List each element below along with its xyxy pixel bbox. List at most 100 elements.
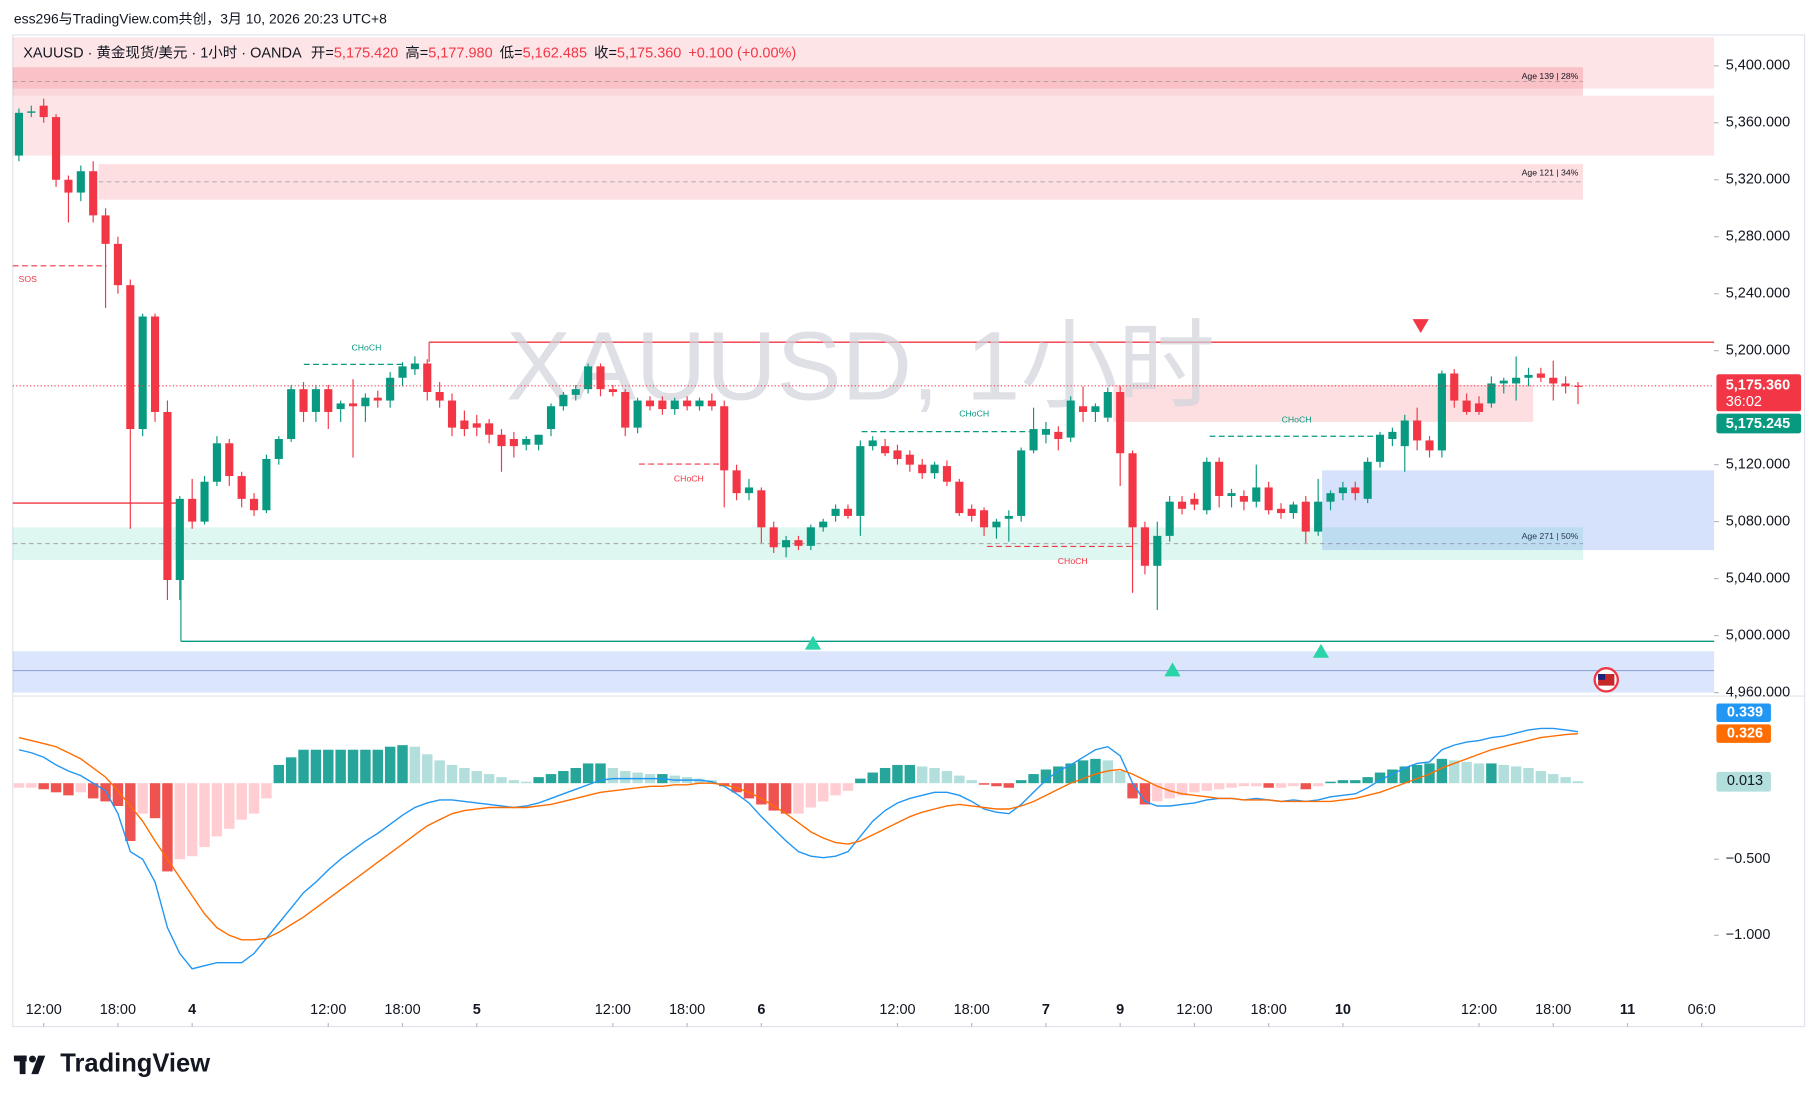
y-tick-label: 5,200.000 bbox=[1726, 343, 1790, 359]
histogram-bar bbox=[1411, 764, 1423, 784]
histogram-bar bbox=[1436, 758, 1448, 784]
candle-body bbox=[1413, 420, 1422, 441]
histogram-bar bbox=[1189, 783, 1200, 793]
candle-body bbox=[856, 446, 865, 516]
candle-body bbox=[1103, 392, 1112, 418]
candle-body bbox=[645, 400, 655, 407]
candle-body bbox=[980, 510, 989, 528]
candle-body bbox=[1573, 385, 1583, 387]
candle-body bbox=[1041, 429, 1050, 435]
histogram-bar bbox=[273, 764, 285, 784]
symbol-line: XAUUSD · 黄金现货/美元 · 1小时 · OANDA 开=5,175.42… bbox=[23, 44, 796, 61]
candle-body bbox=[1338, 487, 1347, 494]
histogram-bar bbox=[817, 783, 829, 802]
signal-marker bbox=[1412, 319, 1429, 334]
structure-label: CHoCH bbox=[674, 473, 704, 483]
histogram-bar bbox=[162, 783, 173, 872]
y-tick-label: 5,120.000 bbox=[1726, 456, 1790, 472]
ohlc-value: 5,162.485 bbox=[523, 45, 587, 61]
structure-label: CHoCH bbox=[1282, 414, 1312, 424]
candle-body bbox=[905, 454, 914, 465]
hist-tag bbox=[1716, 771, 1771, 792]
histogram-bar bbox=[1424, 763, 1435, 784]
x-tick-label: 12:00 bbox=[1176, 1002, 1212, 1018]
candle-body bbox=[485, 423, 494, 435]
histogram-bar bbox=[756, 783, 767, 805]
candle-body bbox=[472, 423, 481, 428]
histogram-bar bbox=[125, 783, 136, 841]
candle-body bbox=[1177, 501, 1187, 509]
candle-body bbox=[1004, 515, 1013, 519]
histogram-bar bbox=[1572, 781, 1584, 784]
x-tick-label: 18:00 bbox=[1535, 1002, 1571, 1018]
histogram-bar bbox=[87, 783, 99, 799]
candle-body bbox=[1450, 373, 1459, 401]
y-tick-label: −0.500 bbox=[1726, 851, 1771, 867]
histogram-bar bbox=[409, 746, 421, 784]
histogram-bar bbox=[954, 775, 965, 784]
y-tick-label: 5,240.000 bbox=[1726, 286, 1790, 302]
attribution: ess296与TradingView.com共创，3月 10, 2026 20:… bbox=[14, 11, 387, 27]
candle-body bbox=[992, 521, 1001, 528]
ohlc-name: 开= bbox=[311, 45, 334, 61]
candle-body bbox=[584, 366, 593, 390]
zone bbox=[1322, 470, 1715, 551]
candle-body bbox=[1091, 406, 1100, 412]
histogram-bar bbox=[941, 771, 953, 784]
symbol: XAUUSD · 黄金现货/美元 · 1小时 · OANDA bbox=[23, 44, 302, 61]
zone-label: Age 139 | 28% bbox=[1522, 71, 1579, 81]
histogram-bar bbox=[285, 757, 297, 784]
candle-body bbox=[1499, 380, 1508, 384]
candle-body bbox=[918, 464, 927, 474]
candle-body bbox=[596, 366, 605, 390]
candle-body bbox=[373, 397, 382, 401]
candle-body bbox=[1264, 487, 1273, 511]
histogram-bar bbox=[1127, 783, 1138, 799]
ohlc-name: 高= bbox=[405, 44, 428, 61]
candle-body bbox=[720, 406, 729, 471]
histogram-bar bbox=[471, 771, 482, 784]
candle-body bbox=[1524, 374, 1533, 378]
x-tick-label: 18:00 bbox=[669, 1002, 705, 1018]
candle-body bbox=[1276, 508, 1286, 514]
histogram-bar bbox=[1139, 783, 1151, 805]
histogram-bar bbox=[236, 783, 247, 820]
candle-body bbox=[633, 400, 642, 428]
candle-body bbox=[744, 487, 754, 494]
histogram-bar bbox=[966, 780, 977, 784]
candle-body bbox=[1487, 383, 1496, 404]
candle-body bbox=[249, 498, 259, 511]
candle-body bbox=[311, 389, 320, 412]
y-tick-label: 5,040.000 bbox=[1726, 570, 1790, 586]
candle-body bbox=[1326, 493, 1335, 502]
y-tick-label: −1.000 bbox=[1726, 927, 1771, 943]
histogram-bar bbox=[545, 774, 557, 784]
x-tick-label: 18:00 bbox=[384, 1002, 420, 1018]
candle-body bbox=[683, 400, 692, 407]
candle-body bbox=[225, 443, 234, 477]
y-tick-label: 5,400.000 bbox=[1726, 58, 1790, 74]
zone bbox=[12, 37, 1715, 89]
candle-body bbox=[1462, 400, 1471, 412]
zone bbox=[12, 651, 1715, 693]
x-tick-label: 12:00 bbox=[310, 1002, 346, 1018]
histogram-bar bbox=[347, 749, 359, 784]
histogram-bar bbox=[1263, 783, 1274, 788]
histogram-bar bbox=[1077, 760, 1089, 784]
event-icon-flag bbox=[1598, 674, 1615, 686]
y-tick-label: 4,960.000 bbox=[1726, 684, 1790, 700]
candle-body bbox=[757, 490, 766, 528]
candle-body bbox=[1153, 535, 1162, 566]
change: +0.100 (+0.00%) bbox=[688, 45, 796, 61]
candle-body bbox=[955, 481, 964, 514]
candle-body bbox=[200, 481, 209, 522]
candle-body bbox=[1116, 392, 1125, 454]
hist-tag-label: 0.013 bbox=[1727, 773, 1763, 789]
histogram-bar bbox=[1251, 783, 1262, 787]
candle-body bbox=[175, 498, 184, 581]
histogram-bar bbox=[743, 783, 755, 799]
y-tick-label: 5,280.000 bbox=[1726, 229, 1790, 245]
histogram-bar bbox=[1449, 760, 1460, 784]
histogram-bar bbox=[1053, 766, 1064, 784]
ohlc-value: 5,177.980 bbox=[428, 45, 492, 61]
